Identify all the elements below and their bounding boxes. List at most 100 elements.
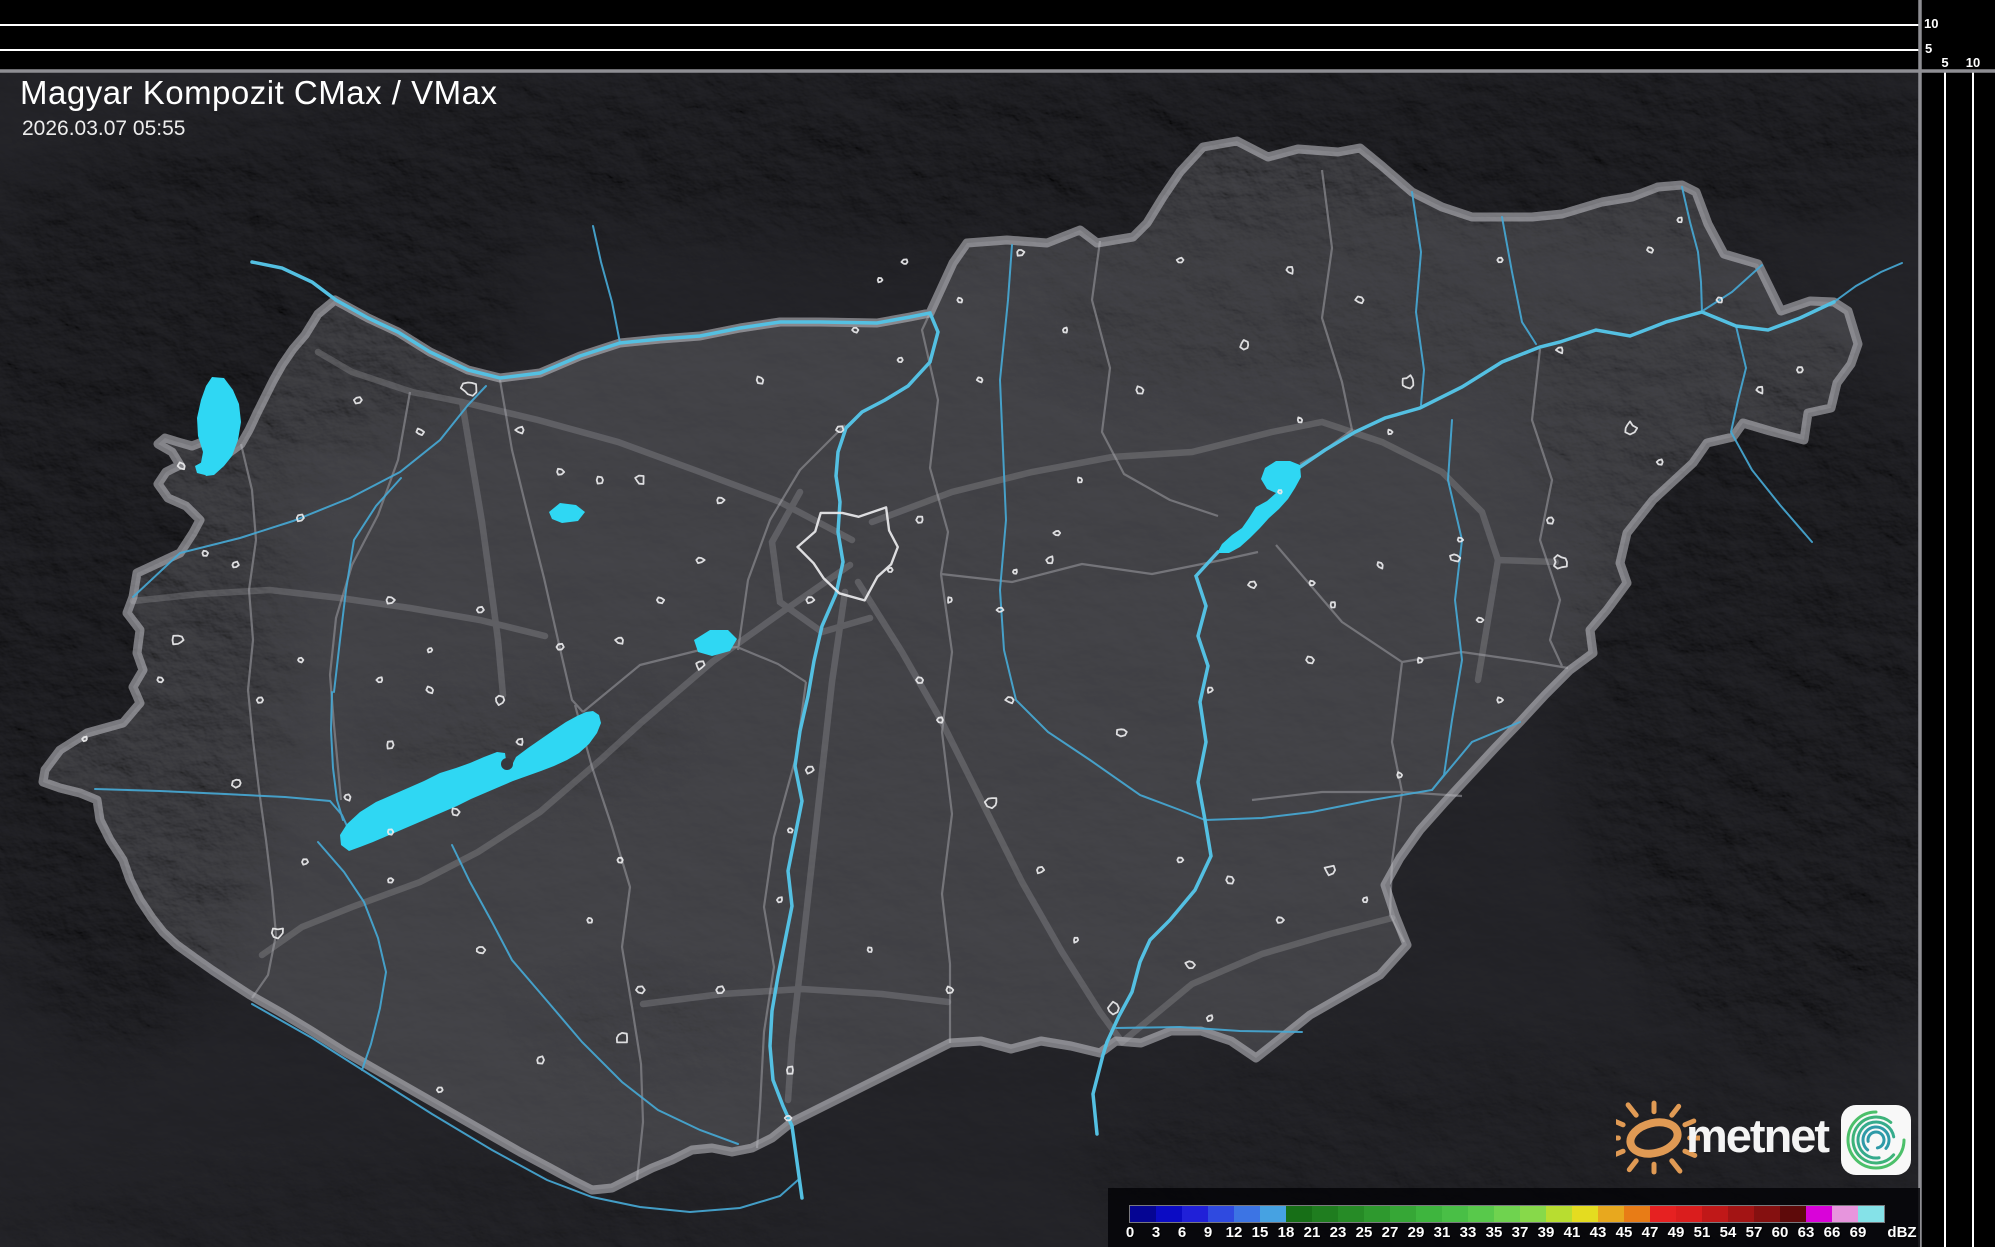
settlement-outline [915,676,924,684]
settlement-outline [1107,1000,1120,1016]
colorbar: 0 3 6 9 12 15 18 21 23 25 27 29 31 33 35 37 39 41 43 45 47 49… [1108,1188,1920,1247]
colorbar-cell [1416,1206,1442,1222]
colorbar-tick: 43 [1589,1224,1607,1241]
colorbar-cell [1702,1206,1728,1222]
settlement-outline [936,716,944,724]
settlement-outline [1387,428,1394,436]
major-rivers-layer [250,260,1836,1200]
colorbar-cell [1156,1206,1182,1222]
danube-river [250,260,940,1200]
settlement-outline [616,856,624,864]
settlement-outline [1546,516,1555,525]
colorbar-tick: 25 [1355,1224,1373,1241]
colorbar-cell [1650,1206,1676,1222]
colorbar-cell [1546,1206,1572,1222]
settlement-outline [231,560,240,569]
settlement-outline [1715,296,1723,304]
page-title: Magyar Kompozit CMax / VMax [20,74,498,111]
settlement-outline [1796,366,1804,374]
sun-icon [1616,1100,1700,1175]
tisza-river-upper [1298,300,1836,469]
settlement-outline [915,515,924,524]
settlement-outline [804,765,815,775]
colorbar-cell [1312,1206,1338,1222]
colorbar-tick: 54 [1719,1224,1737,1241]
budapest-outline [796,506,899,602]
sun-ray [1669,1103,1682,1118]
settlement-outline [1004,696,1015,705]
settlement-outline [536,1055,545,1065]
colorbar-tick: 31 [1433,1224,1451,1241]
settlement-outline [896,356,904,363]
settlement-outline [81,735,88,743]
settlement-outline [1676,216,1683,224]
colorbar-tick: 69 [1849,1224,1867,1241]
colorbar-cell [1520,1206,1546,1222]
settlement-outline [1496,256,1504,264]
settlement-outline [515,737,524,746]
colorbar-cell [1494,1206,1520,1222]
sun-ray [1682,1118,1697,1128]
metnet-wordmark: metnet [1686,1109,1830,1162]
settlement-outline [886,566,894,573]
colorbar-tick: 66 [1823,1224,1841,1241]
settlement-outline [1225,875,1235,885]
settlement-outline [387,828,395,836]
settlement-outline [1496,696,1504,704]
settlement-outline [835,425,845,433]
colorbar-cells [1129,1205,1885,1223]
settlement-outline [301,858,309,866]
settlement-outline [1553,554,1568,570]
settlement-outline [786,1065,794,1075]
lake-ferto [197,377,241,476]
settlement-outline [1401,374,1415,390]
settlement-outline [995,606,1005,613]
settlement-outline [425,685,434,695]
colorbar-tick: 18 [1277,1224,1295,1241]
settlement-outline [1175,256,1185,264]
colorbar-cell [1572,1206,1598,1222]
colorbar-tick: 51 [1693,1224,1711,1241]
settlement-outline [1475,616,1485,623]
settlement-outline [1012,568,1018,575]
settlement-outline [1416,656,1424,664]
colorbar-cell [1676,1206,1702,1222]
settlement-outline [695,660,706,671]
settlement-outline [1205,1014,1214,1022]
colorbar-cell [1208,1206,1234,1222]
settlement-outline [297,656,305,664]
sun-ray [1626,1158,1639,1173]
settlement-outline [1206,686,1214,694]
settlement-outline [1285,266,1294,275]
settlement-outline [415,427,425,436]
sun-ray [1616,1119,1626,1128]
colorbar-tick: 29 [1407,1224,1425,1241]
metnet-app-icon [1841,1105,1911,1175]
tihany-peninsula [501,758,513,770]
settlement-outline [656,596,666,605]
settlement-outlines-layer [81,216,1804,1122]
settlement-outline [956,296,964,304]
right-axis-5km-label: 5 [1941,55,1949,70]
colorbar-tick: 57 [1745,1224,1763,1241]
settlement-outline [851,326,860,334]
colorbar-tick: 9 [1203,1224,1213,1241]
colorbar-tick: 6 [1177,1224,1187,1241]
settlement-outline [1135,385,1145,395]
settlement-outline [1277,489,1283,495]
lake-tisza [1217,461,1301,553]
metnet-logo[interactable]: metnet [1616,1096,1918,1182]
settlement-outline [1052,530,1062,537]
tisza-river-lower [1091,550,1220,1136]
settlement-outline [1016,249,1026,257]
settlement-outline [555,642,565,651]
settlement-outline [786,827,794,834]
colorbar-cell [1624,1206,1650,1222]
top-axis-10km-label: 10 [1924,16,1939,31]
settlement-outline [1305,655,1315,665]
settlement-outline [1361,896,1369,904]
settlement-outline [343,793,352,802]
colorbar-cell [1754,1206,1780,1222]
